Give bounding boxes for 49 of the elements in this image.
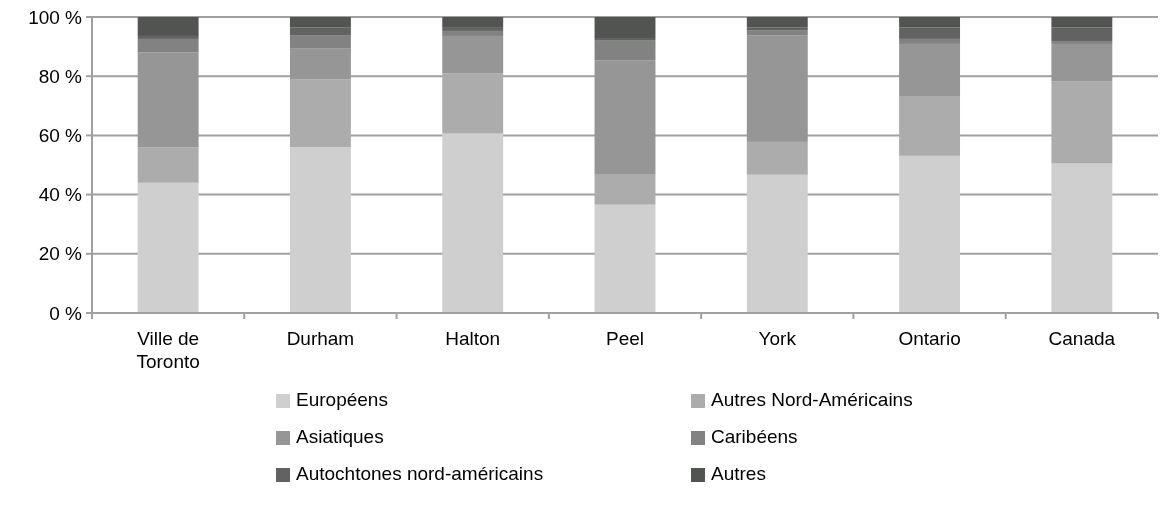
bar xyxy=(442,30,504,36)
bar xyxy=(442,133,504,313)
bar xyxy=(289,35,351,49)
bar xyxy=(1051,163,1113,313)
bar xyxy=(899,155,961,313)
bar xyxy=(137,182,199,313)
y-tick-label: 40 % xyxy=(38,184,83,206)
x-tick-label: Peel xyxy=(605,328,645,349)
bar xyxy=(746,27,808,31)
y-tick-label: 0 % xyxy=(49,302,83,324)
x-tick-label: Ontario xyxy=(898,328,961,349)
legend-label: Européens xyxy=(296,389,388,410)
bar xyxy=(442,35,504,74)
x-tick-label: Halton xyxy=(445,328,501,349)
bar xyxy=(899,38,961,44)
y-tick-label: 80 % xyxy=(38,65,83,87)
legend-label: Autochtones nord-américains xyxy=(296,463,544,484)
x-tick-label: Canada xyxy=(1048,328,1116,349)
bar xyxy=(594,17,656,39)
bar xyxy=(442,27,504,31)
legend-label: Caribéens xyxy=(711,426,798,447)
bar xyxy=(442,17,504,28)
bar xyxy=(899,27,961,39)
x-tick-label: York xyxy=(758,328,797,349)
x-tick-label: Durham xyxy=(286,328,355,349)
bar xyxy=(746,17,808,28)
bar xyxy=(289,147,351,313)
legend-label: Autres Nord-Américains xyxy=(711,389,913,410)
bar xyxy=(289,27,351,36)
legend-label: Asiatiques xyxy=(296,426,384,447)
bar xyxy=(137,17,199,36)
bar xyxy=(289,17,351,28)
bar xyxy=(746,141,808,175)
bar xyxy=(1051,17,1113,28)
bar xyxy=(137,147,199,183)
bar xyxy=(594,204,656,313)
bar xyxy=(1051,40,1113,44)
bar xyxy=(899,17,961,28)
bar xyxy=(137,35,199,39)
bar xyxy=(594,40,656,61)
legend-label: Autres xyxy=(711,463,766,484)
bar xyxy=(137,38,199,53)
x-tick-label: Ville de Toronto xyxy=(136,328,200,372)
bar xyxy=(746,174,808,313)
y-tick-label: 20 % xyxy=(38,243,83,265)
y-tick-label: 100 % xyxy=(28,6,83,28)
bar xyxy=(746,30,808,36)
bar xyxy=(1051,27,1113,41)
y-tick-label: 60 % xyxy=(38,125,83,147)
